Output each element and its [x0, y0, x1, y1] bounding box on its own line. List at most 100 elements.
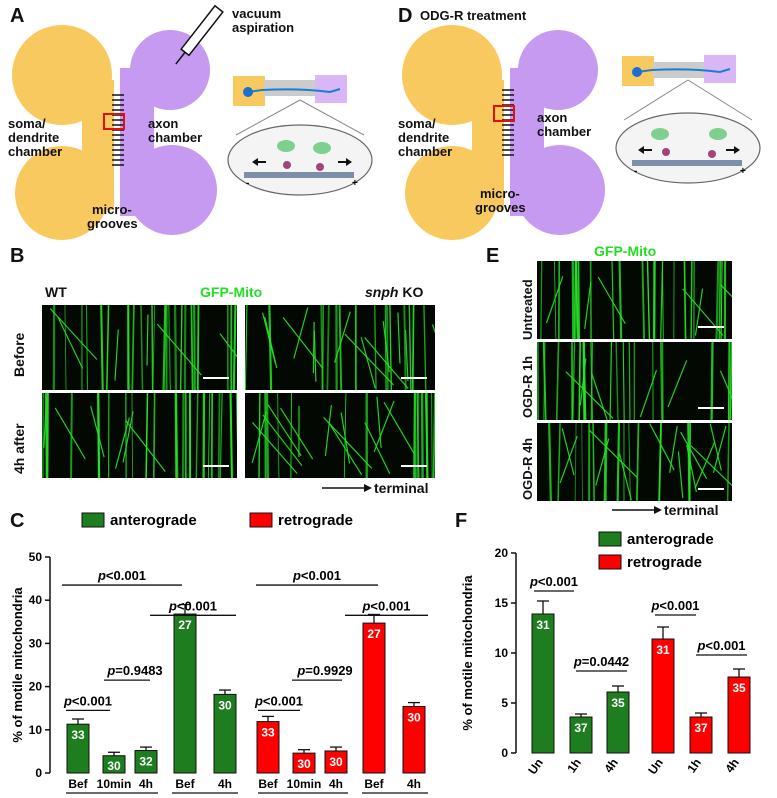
legend-label: anterograde [627, 531, 714, 548]
terminal-label-e: terminal [664, 502, 719, 518]
microfluidic-diagram-a: - + [12, 4, 373, 240]
x-tick-label: 4h [329, 777, 343, 791]
kymo-track [574, 261, 578, 339]
kymo-track [616, 423, 621, 501]
y-tick-label: 40 [29, 593, 43, 607]
bar [66, 723, 90, 774]
kymo-moving-track [57, 317, 84, 369]
kymo-moving-track [669, 425, 678, 473]
soma-label-d-2: dendrite [398, 130, 450, 145]
kymo-track [207, 393, 211, 478]
bar [362, 622, 386, 774]
panel-label-f: F [455, 510, 468, 532]
y-tick-label: 20 [495, 546, 509, 560]
micro-label-d-2: grooves [475, 200, 526, 215]
terminal-arrow-b [322, 484, 372, 492]
kymo-track [432, 393, 435, 478]
kymo-track [659, 342, 664, 420]
kymo-track [85, 305, 89, 390]
kymo-track [195, 393, 199, 478]
x-tick-label: Bef [68, 777, 88, 791]
snph-gene: snph [365, 284, 399, 300]
kymo-moving-track [364, 422, 391, 474]
kymo-moving-track [364, 337, 409, 389]
y-tick-label: 5 [501, 696, 508, 710]
kymo-moving-track [43, 396, 48, 448]
kymo-track [268, 305, 273, 390]
kymograph-ko-after [245, 393, 435, 478]
p-value-label: p<0.001 [292, 568, 341, 583]
kymo-track [64, 305, 67, 390]
bar [324, 750, 348, 774]
kymo-track [408, 305, 412, 390]
kymo-moving-track [329, 423, 363, 476]
kymo-track [641, 261, 646, 339]
kymo-track [217, 393, 221, 478]
p-value-label: p<0.001 [168, 598, 217, 613]
legend-swatch [598, 531, 622, 547]
kymo-track [174, 393, 179, 478]
kymo-moving-track [360, 337, 376, 389]
soma-label-2: dendrite [8, 130, 60, 145]
axon-label-2: chamber [148, 130, 203, 145]
kymo-moving-track [677, 451, 684, 499]
y-tick-label: 10 [495, 646, 509, 660]
kymo-moving-track [680, 431, 708, 480]
kymo-track [581, 423, 583, 501]
kymo-track [389, 305, 393, 390]
legend-swatch [249, 512, 273, 528]
kymo-track [548, 423, 552, 501]
kymo-moving-track [340, 412, 351, 464]
kymo-track [636, 423, 640, 501]
kymo-track [412, 393, 417, 478]
kymo-moving-track [219, 333, 237, 358]
n-label: 30 [297, 757, 311, 771]
kymo-track [615, 342, 619, 420]
kymo-track [582, 342, 587, 420]
kymograph-ogd-1h [537, 342, 732, 420]
kymo-moving-track [649, 423, 675, 471]
kymo-moving-track [146, 314, 149, 366]
kymo-moving-track [719, 370, 732, 400]
kymograph-ogd-4h [537, 423, 732, 501]
kymo-track [131, 305, 135, 390]
kymo-moving-track [125, 420, 166, 472]
bar [134, 750, 158, 774]
x-tick-label: Bef [364, 777, 384, 791]
kymo-moving-track [694, 441, 716, 489]
x-tick-label: 4h [139, 777, 153, 791]
kymo-track [618, 261, 623, 339]
x-tick-label: Un [525, 756, 546, 777]
kymo-moving-track [597, 276, 626, 324]
chart-c: 0 10 20 30 40 50 % of motile mitochondria 33 Bef… [10, 512, 428, 798]
panel-label-b: B [10, 245, 25, 267]
kymo-track [574, 423, 577, 501]
n-label: 37 [694, 721, 708, 735]
kymo-track [183, 305, 187, 390]
n-label: 33 [261, 726, 275, 740]
kymo-track [196, 305, 200, 390]
kymo-track [229, 393, 233, 478]
kymo-track [416, 393, 420, 478]
kymo-track [660, 261, 664, 339]
p-value-label: p=0.9483 [106, 663, 162, 678]
kymo-moving-track [312, 321, 315, 373]
kymo-track [151, 305, 154, 390]
svg-text:-: - [246, 178, 249, 189]
kymo-track [592, 423, 595, 501]
kymo-track [100, 305, 104, 390]
kymo-moving-track [561, 428, 575, 476]
gfp-mito-label-b: GFP-Mito [200, 284, 263, 300]
n-label: 30 [329, 755, 343, 769]
kymo-moving-track [712, 425, 727, 473]
kymo-moving-track [404, 329, 409, 382]
kymo-moving-track [720, 284, 732, 298]
y-tick-label: 0 [501, 746, 508, 760]
kymo-moving-track [397, 312, 401, 364]
legend-swatch [81, 512, 105, 528]
kymo-track [542, 342, 547, 420]
kymo-track [384, 305, 387, 390]
kymo-track [290, 393, 292, 478]
kymo-moving-track [584, 282, 592, 330]
y-tick-label: 10 [29, 723, 43, 737]
